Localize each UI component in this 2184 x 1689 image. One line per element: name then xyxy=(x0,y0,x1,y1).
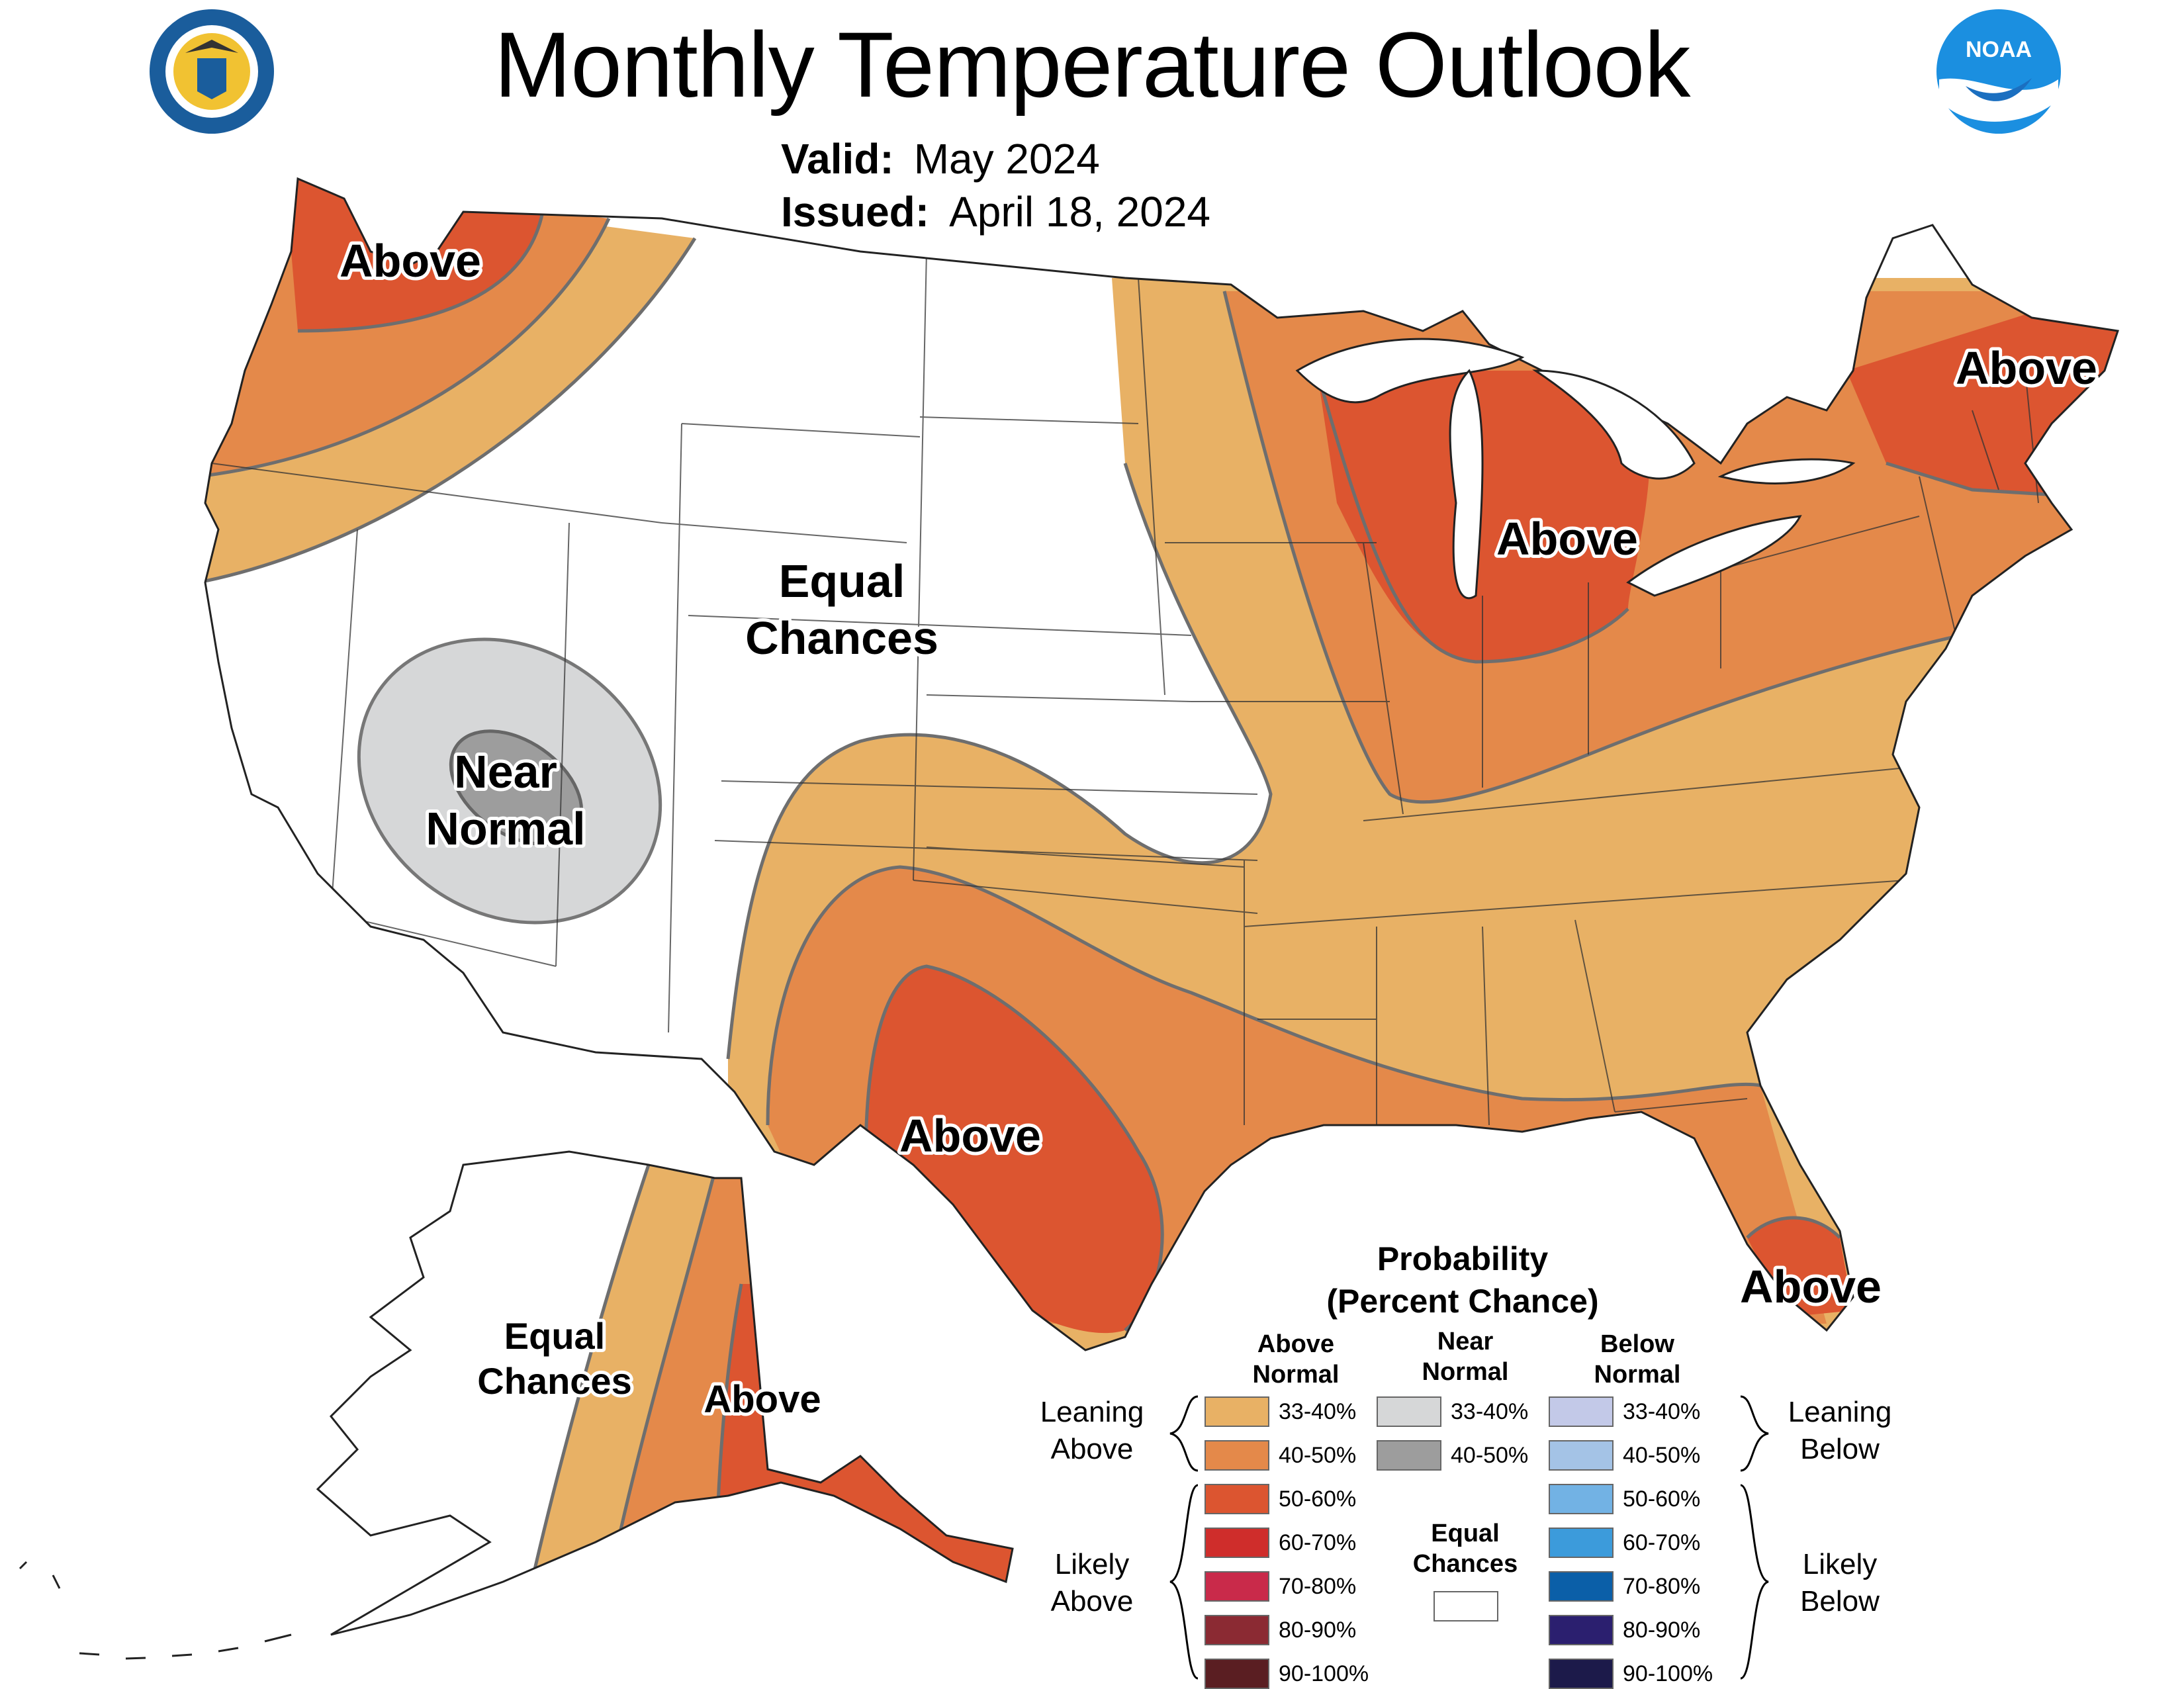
equal-chances-label: Equal Chances xyxy=(1366,1518,1565,1579)
above-normal-head: Above Normal xyxy=(1197,1329,1395,1390)
above-range-6: 90-100% xyxy=(1279,1661,1369,1686)
page-title: Monthly Temperature Outlook xyxy=(494,13,1691,116)
leaning-below-1: Leaning xyxy=(1788,1396,1892,1428)
below-swatch-2 xyxy=(1549,1484,1614,1514)
label-texas: Above xyxy=(899,1110,1041,1162)
below-swatch-0 xyxy=(1549,1396,1614,1427)
likely-above-1: Likely xyxy=(1054,1548,1130,1580)
equal-chances-swatch xyxy=(1433,1591,1498,1621)
below-range-2: 50-60% xyxy=(1623,1486,1701,1512)
valid-value: May 2024 xyxy=(913,135,1100,183)
noaa-logo-text: NOAA xyxy=(1966,37,2032,62)
equal-chances-2: Chances xyxy=(1412,1550,1518,1578)
label-new-england: Above xyxy=(1956,342,2097,394)
label-great-lakes: Above xyxy=(1496,513,1638,565)
below-range-1: 40-50% xyxy=(1623,1443,1701,1468)
below-range-0: 33-40% xyxy=(1623,1399,1701,1424)
probability-legend: Probability (Percent Chance) Above Norma… xyxy=(1006,1238,1933,1689)
above-swatch-1 xyxy=(1205,1440,1269,1471)
near-head-2: Normal xyxy=(1422,1358,1509,1386)
above-range-3: 60-70% xyxy=(1279,1530,1357,1555)
below-swatch-4 xyxy=(1549,1571,1614,1602)
commerce-seal-icon xyxy=(150,9,274,134)
below-swatch-1 xyxy=(1549,1440,1614,1471)
below-range-5: 80-90% xyxy=(1623,1618,1701,1643)
below-normal-head: Below Normal xyxy=(1538,1329,1737,1390)
leaning-above-brace xyxy=(1169,1395,1199,1472)
leaning-above-2: Above xyxy=(1050,1433,1134,1465)
equal-chances-1: Equal xyxy=(1431,1520,1500,1547)
below-head-2: Normal xyxy=(1594,1361,1681,1389)
above-range-2: 50-60% xyxy=(1279,1486,1357,1512)
label-florida: Above xyxy=(1740,1261,1882,1312)
below-head-1: Below xyxy=(1600,1330,1674,1358)
near-swatch-0 xyxy=(1377,1396,1441,1427)
above-head-2: Normal xyxy=(1252,1361,1340,1389)
near-head-1: Near xyxy=(1437,1328,1494,1355)
below-swatch-5 xyxy=(1549,1615,1614,1645)
likely-above-label: Likely Above xyxy=(1006,1546,1178,1620)
above-range-5: 80-90% xyxy=(1279,1618,1357,1643)
below-swatch-3 xyxy=(1549,1528,1614,1558)
legend-title-line1: Probability xyxy=(1377,1240,1549,1277)
leaning-above-1: Leaning xyxy=(1040,1396,1144,1428)
label-alaska-west-2: Chances xyxy=(477,1360,631,1402)
near-normal-head: Near Normal xyxy=(1366,1326,1565,1387)
legend-title: Probability (Percent Chance) xyxy=(1231,1238,1694,1322)
near-range-1: 40-50% xyxy=(1451,1443,1529,1468)
leaning-below-label: Leaning Below xyxy=(1754,1394,1926,1468)
above-swatch-5 xyxy=(1205,1615,1269,1645)
above-swatch-3 xyxy=(1205,1528,1269,1558)
leaning-below-brace xyxy=(1740,1395,1769,1472)
leaning-below-2: Below xyxy=(1800,1433,1880,1465)
above-swatch-4 xyxy=(1205,1571,1269,1602)
label-alaska-west-1: Equal xyxy=(504,1315,605,1357)
above-swatch-2 xyxy=(1205,1484,1269,1514)
label-nevada-2: Normal xyxy=(426,803,585,854)
valid-line: Valid: May 2024 xyxy=(781,132,1100,185)
above-swatch-6 xyxy=(1205,1659,1269,1689)
likely-below-brace xyxy=(1740,1484,1769,1680)
above-range-1: 40-50% xyxy=(1279,1443,1357,1468)
near-swatch-1 xyxy=(1377,1440,1441,1471)
near-range-0: 33-40% xyxy=(1451,1399,1529,1424)
above-head-1: Above xyxy=(1257,1330,1335,1358)
likely-below-1: Likely xyxy=(1802,1548,1878,1580)
issued-value: April 18, 2024 xyxy=(949,188,1210,236)
leaning-above-label: Leaning Above xyxy=(1006,1394,1178,1468)
valid-label: Valid: xyxy=(781,135,894,183)
label-pacific-nw: Above xyxy=(340,235,481,287)
above-swatch-0 xyxy=(1205,1396,1269,1427)
above-range-0: 33-40% xyxy=(1279,1399,1357,1424)
label-nevada-1: Near xyxy=(454,746,557,798)
label-central-1: Equal xyxy=(779,555,905,607)
likely-above-2: Above xyxy=(1050,1585,1134,1618)
likely-below-2: Below xyxy=(1800,1585,1880,1618)
issued-line: Issued: April 18, 2024 xyxy=(781,185,1210,238)
noaa-logo-icon: NOAA xyxy=(1936,9,2061,134)
below-range-4: 70-80% xyxy=(1623,1574,1701,1599)
likely-above-brace xyxy=(1169,1484,1199,1680)
below-swatch-6 xyxy=(1549,1659,1614,1689)
issued-label: Issued: xyxy=(781,188,930,236)
legend-title-line2: (Percent Chance) xyxy=(1326,1283,1599,1320)
label-alaska-east: Above xyxy=(704,1378,821,1421)
label-central-2: Chances xyxy=(745,612,938,664)
below-range-6: 90-100% xyxy=(1623,1661,1713,1686)
above-range-4: 70-80% xyxy=(1279,1574,1357,1599)
below-range-3: 60-70% xyxy=(1623,1530,1701,1555)
likely-below-label: Likely Below xyxy=(1754,1546,1926,1620)
